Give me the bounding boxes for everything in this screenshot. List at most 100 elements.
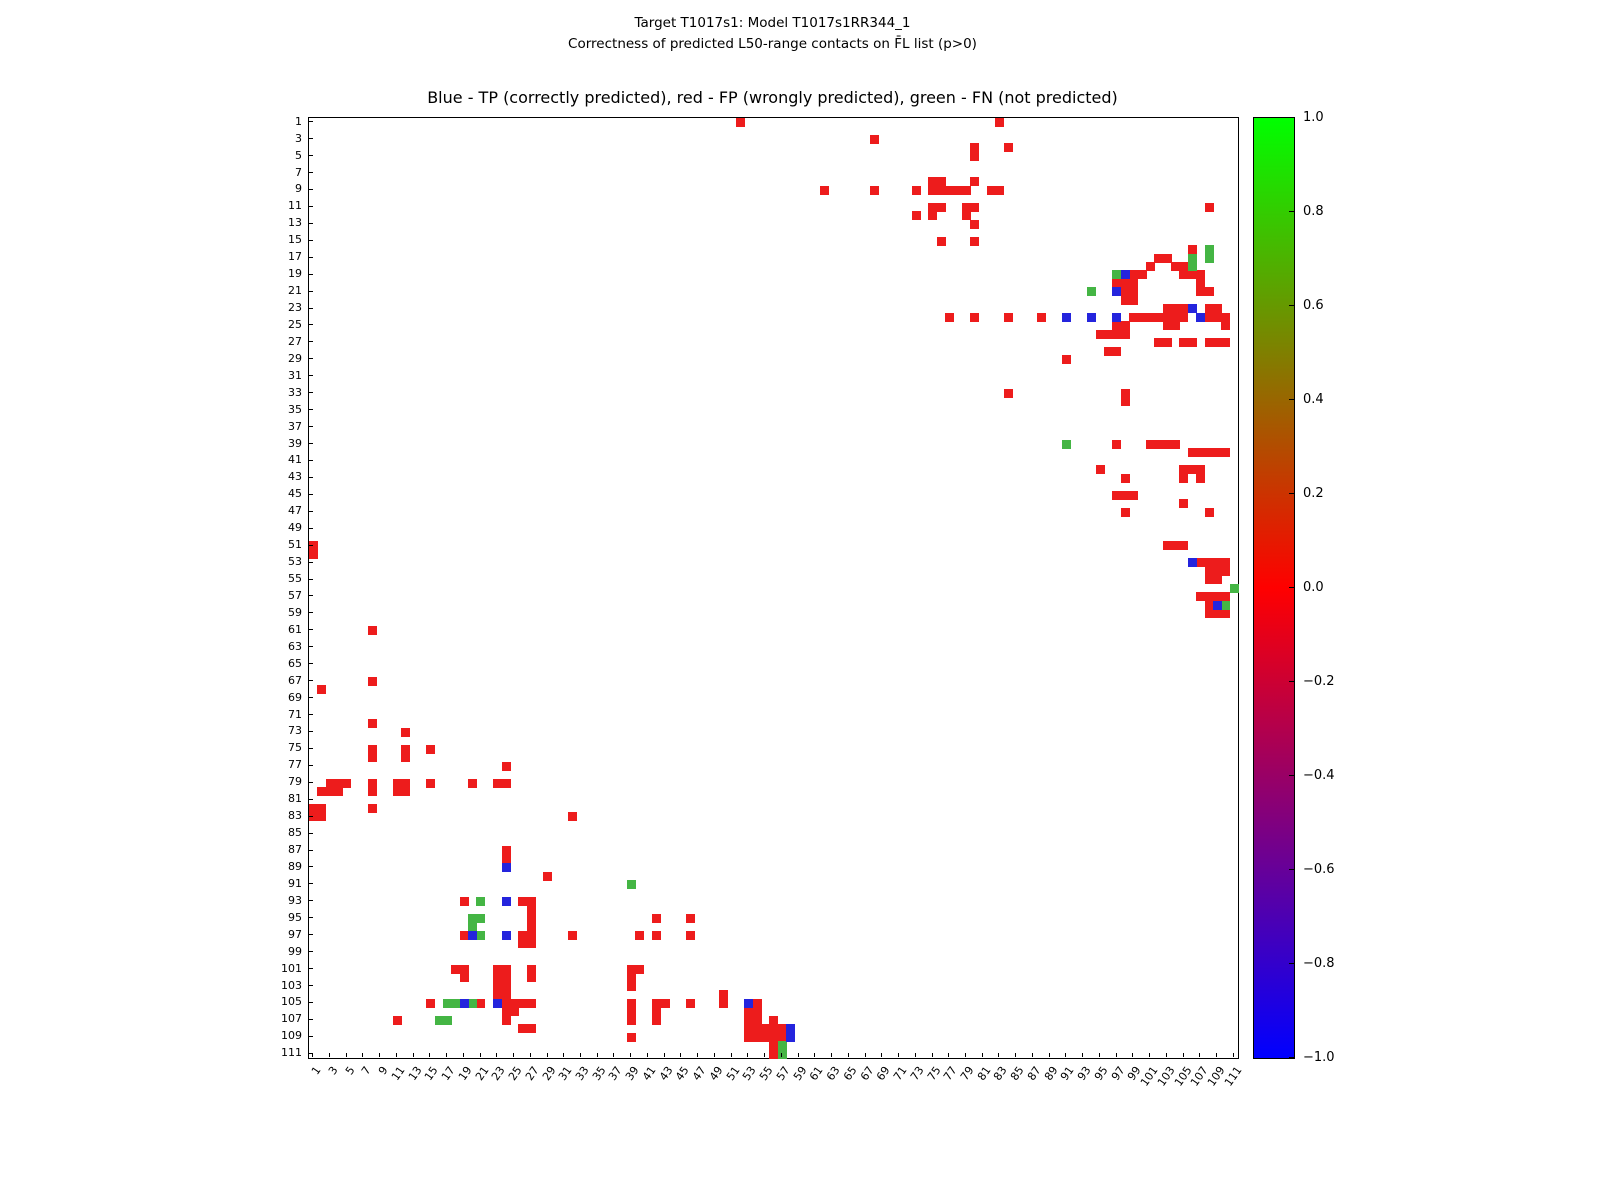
contact-cell-fp [325, 778, 335, 788]
y-tick-mark [309, 138, 313, 140]
contact-cell-fp [459, 930, 469, 940]
y-tick-label: 55 [288, 572, 302, 586]
y-tick-label: 85 [288, 826, 302, 840]
y-tick-label: 83 [288, 809, 302, 823]
contact-cell-fp [769, 1041, 779, 1051]
contact-cell-fp [1145, 439, 1155, 449]
x-tick-mark [981, 1053, 983, 1057]
contact-cell-fp [1120, 397, 1130, 407]
contact-cell-fn [451, 998, 461, 1008]
x-tick-label: 91 [1058, 1064, 1078, 1083]
contact-cell-fp [635, 964, 645, 974]
contact-cell-fp [1221, 321, 1231, 331]
y-tick-label: 23 [288, 301, 302, 315]
contact-cell-tp [468, 930, 478, 940]
contact-cell-fp [1196, 465, 1206, 475]
y-tick-label: 19 [288, 267, 302, 281]
contact-cell-fp [1104, 329, 1114, 339]
contact-cell-fp [1179, 261, 1189, 271]
x-tick-label: 41 [639, 1064, 659, 1083]
y-tick-label: 67 [288, 673, 302, 687]
contact-cell-fp [744, 1015, 754, 1025]
y-tick-label: 57 [288, 588, 302, 602]
contact-cell-fp [1212, 592, 1222, 602]
x-tick-mark [1098, 1053, 1100, 1057]
contact-cell-fp [1221, 609, 1231, 619]
y-tick-label: 33 [288, 385, 302, 399]
figure-title-line-1: Target T1017s1: Model T1017s1RR344_1 [634, 15, 911, 31]
y-tick-label: 71 [288, 707, 302, 721]
contact-cell-fp [1171, 261, 1181, 271]
colorbar-tick-mark [1289, 1057, 1294, 1058]
x-tick-label: 83 [991, 1064, 1011, 1083]
x-tick-mark [948, 1053, 950, 1057]
y-tick-label: 59 [288, 605, 302, 619]
colorbar-tick-label: 1.0 [1303, 109, 1324, 125]
y-tick-label: 21 [288, 284, 302, 298]
x-tick-mark [663, 1053, 665, 1057]
contact-cell-fp [1037, 312, 1047, 322]
y-tick-mark [309, 527, 313, 529]
contact-cell-fn [468, 922, 478, 932]
contact-cell-fp [367, 676, 377, 686]
contact-cell-fp [1196, 558, 1206, 568]
contact-cell-fp [1112, 329, 1122, 339]
contact-cell-fp [501, 964, 511, 974]
x-tick-label: 87 [1024, 1064, 1044, 1083]
colorbar-tick-mark [1289, 963, 1294, 964]
contact-cell-fn [1229, 583, 1239, 593]
contact-cell-fp [401, 744, 411, 754]
contact-cell-fp [970, 177, 980, 187]
x-tick-label: 37 [606, 1064, 626, 1083]
y-tick-label: 43 [288, 470, 302, 484]
contact-cell-tp [1062, 312, 1072, 322]
x-tick-label: 61 [807, 1064, 827, 1083]
x-tick-label: 95 [1091, 1064, 1111, 1083]
contact-cell-fp [744, 1007, 754, 1017]
y-tick-mark [309, 1035, 313, 1037]
contact-cell-fp [627, 1015, 637, 1025]
x-tick-mark [328, 1053, 330, 1057]
x-tick-label: 47 [690, 1064, 709, 1083]
colorbar-tick-mark [1289, 587, 1294, 588]
contact-cell-fp [627, 1032, 637, 1042]
x-tick-mark [747, 1053, 749, 1057]
contact-cell-fp [1120, 473, 1130, 483]
contact-cell-fp [1221, 592, 1231, 602]
contact-cell-fp [1129, 270, 1139, 280]
contact-cell-fp [719, 990, 729, 1000]
contact-cell-fp [928, 202, 938, 212]
colorbar-tick-label: 0.2 [1303, 485, 1324, 501]
contact-cell-fp [1204, 507, 1214, 517]
contact-cell-fp [501, 778, 511, 788]
contact-cell-fp [1204, 558, 1214, 568]
contact-cell-fp [970, 202, 980, 212]
contact-cell-fp [501, 854, 511, 864]
x-tick-mark [345, 1053, 347, 1057]
y-tick-label: 13 [288, 216, 302, 230]
contact-cell-fp [1179, 541, 1189, 551]
contact-cell-fp [392, 778, 402, 788]
y-tick-label: 49 [288, 521, 302, 535]
contact-cell-fp [426, 778, 436, 788]
contact-cell-fp [1120, 388, 1130, 398]
y-tick-label: 41 [288, 453, 302, 467]
x-tick-label: 89 [1041, 1064, 1061, 1083]
x-tick-label: 19 [455, 1064, 475, 1083]
contact-cell-fp [1179, 499, 1189, 509]
contact-cell-fp [1112, 278, 1122, 288]
x-tick-mark [1031, 1053, 1033, 1057]
contact-cell-fp [543, 871, 553, 881]
y-tick-mark [309, 392, 313, 394]
contact-cell-fp [1212, 338, 1222, 348]
x-tick-label: 75 [924, 1064, 944, 1083]
y-tick-mark [309, 188, 313, 190]
y-tick-label: 101 [281, 961, 302, 975]
y-tick-mark [309, 1052, 313, 1054]
contact-cell-fp [1120, 329, 1130, 339]
colorbar-tick-label: 0.6 [1303, 297, 1324, 313]
contact-cell-fp [367, 753, 377, 763]
contact-cell-fp [928, 185, 938, 195]
contact-cell-fp [1154, 338, 1164, 348]
